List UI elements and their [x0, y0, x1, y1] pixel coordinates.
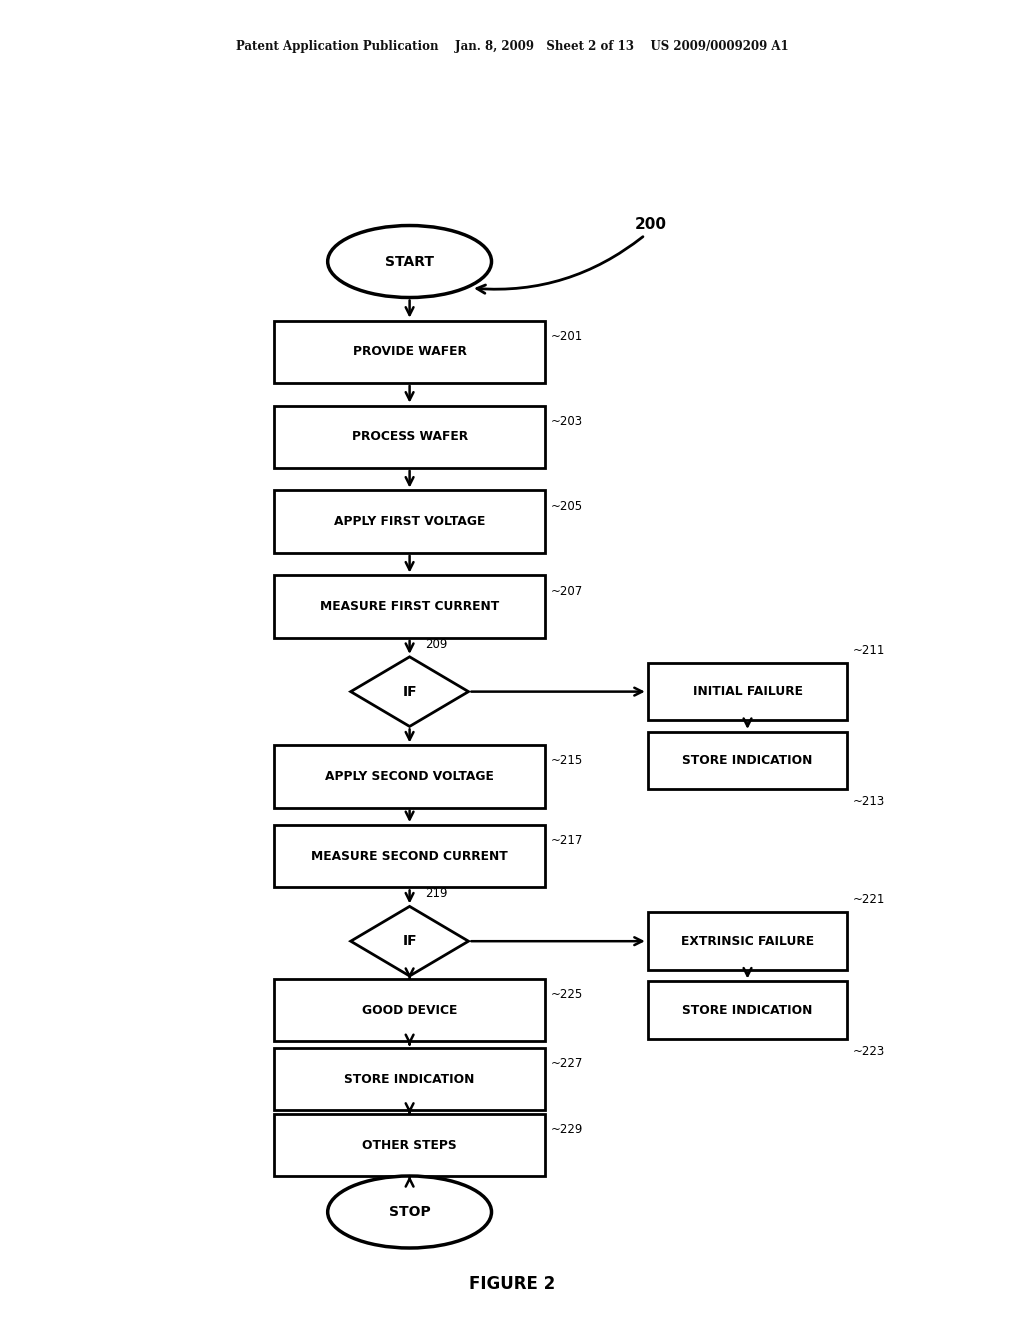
Text: ~221: ~221 [852, 894, 885, 907]
Text: ~227: ~227 [551, 1057, 583, 1071]
Text: 200: 200 [635, 216, 667, 232]
Text: ~207: ~207 [551, 585, 583, 598]
Text: 219: 219 [425, 887, 447, 900]
Text: STORE INDICATION: STORE INDICATION [682, 1003, 813, 1016]
FancyBboxPatch shape [647, 912, 847, 970]
Polygon shape [350, 907, 469, 975]
Text: PROVIDE WAFER: PROVIDE WAFER [352, 346, 467, 358]
Text: EXTRINSIC FAILURE: EXTRINSIC FAILURE [681, 935, 814, 948]
Text: GOOD DEVICE: GOOD DEVICE [361, 1003, 458, 1016]
Text: ~225: ~225 [551, 989, 583, 1001]
Text: ~203: ~203 [551, 414, 583, 428]
FancyBboxPatch shape [274, 746, 545, 808]
FancyBboxPatch shape [647, 982, 847, 1039]
Text: OTHER STEPS: OTHER STEPS [362, 1139, 457, 1151]
Text: IF: IF [402, 935, 417, 948]
Ellipse shape [328, 226, 492, 297]
Text: APPLY FIRST VOLTAGE: APPLY FIRST VOLTAGE [334, 515, 485, 528]
Text: STOP: STOP [389, 1205, 430, 1218]
FancyBboxPatch shape [274, 979, 545, 1041]
FancyBboxPatch shape [647, 731, 847, 789]
Text: ~213: ~213 [852, 796, 885, 808]
FancyBboxPatch shape [274, 491, 545, 553]
Text: APPLY SECOND VOLTAGE: APPLY SECOND VOLTAGE [326, 770, 494, 783]
Text: 209: 209 [425, 638, 447, 651]
FancyBboxPatch shape [647, 663, 847, 721]
Text: MEASURE FIRST CURRENT: MEASURE FIRST CURRENT [319, 601, 500, 614]
Text: ~201: ~201 [551, 330, 583, 343]
Text: ~205: ~205 [551, 499, 583, 512]
Ellipse shape [328, 1176, 492, 1247]
Text: INITIAL FAILURE: INITIAL FAILURE [692, 685, 803, 698]
FancyBboxPatch shape [274, 1048, 545, 1110]
Text: IF: IF [402, 685, 417, 698]
FancyBboxPatch shape [274, 405, 545, 467]
Text: FIGURE 2: FIGURE 2 [469, 1275, 555, 1294]
Text: ~215: ~215 [551, 755, 583, 767]
Text: Patent Application Publication    Jan. 8, 2009   Sheet 2 of 13    US 2009/000920: Patent Application Publication Jan. 8, 2… [236, 40, 788, 53]
FancyBboxPatch shape [274, 825, 545, 887]
FancyBboxPatch shape [274, 321, 545, 383]
Text: STORE INDICATION: STORE INDICATION [344, 1073, 475, 1086]
Text: STORE INDICATION: STORE INDICATION [682, 754, 813, 767]
Text: ~229: ~229 [551, 1123, 583, 1137]
FancyBboxPatch shape [274, 576, 545, 638]
Text: PROCESS WAFER: PROCESS WAFER [351, 430, 468, 444]
Text: ~211: ~211 [852, 644, 885, 657]
Text: ~217: ~217 [551, 834, 583, 847]
FancyBboxPatch shape [274, 1114, 545, 1176]
Polygon shape [350, 657, 469, 726]
Text: START: START [385, 255, 434, 268]
Text: ~223: ~223 [852, 1045, 885, 1059]
Text: MEASURE SECOND CURRENT: MEASURE SECOND CURRENT [311, 850, 508, 863]
